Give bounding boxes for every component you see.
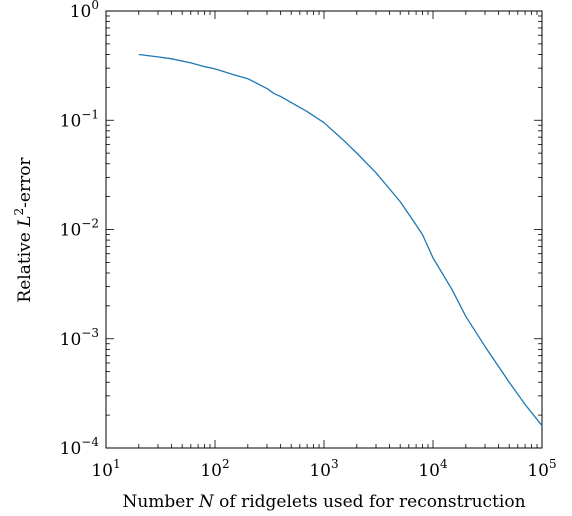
x-tick-label: 103 (309, 457, 338, 481)
x-axis-label: Number N of ridgelets used for reconstru… (122, 492, 525, 512)
ticks (105, 11, 543, 449)
y-axis-label: Relative L2-error (12, 157, 35, 303)
y-tick-label: 10−2 (60, 217, 99, 241)
y-tick-label: 10−3 (60, 326, 99, 350)
plot-frame (105, 10, 543, 449)
x-tick-label: 105 (527, 457, 556, 481)
x-tick-label: 102 (200, 457, 229, 481)
x-tick-label: 104 (418, 457, 448, 481)
series-group (138, 53, 543, 427)
tick-labels: 101 102 103 104 105 10−4 10−3 10−2 10−1 100 (60, 0, 557, 481)
y-tick-label: 10−4 (60, 435, 100, 459)
y-tick-label: 10−1 (60, 107, 99, 131)
x-tick-label: 101 (91, 457, 120, 481)
y-tick-label: 100 (70, 0, 99, 22)
series-line (138, 53, 543, 427)
